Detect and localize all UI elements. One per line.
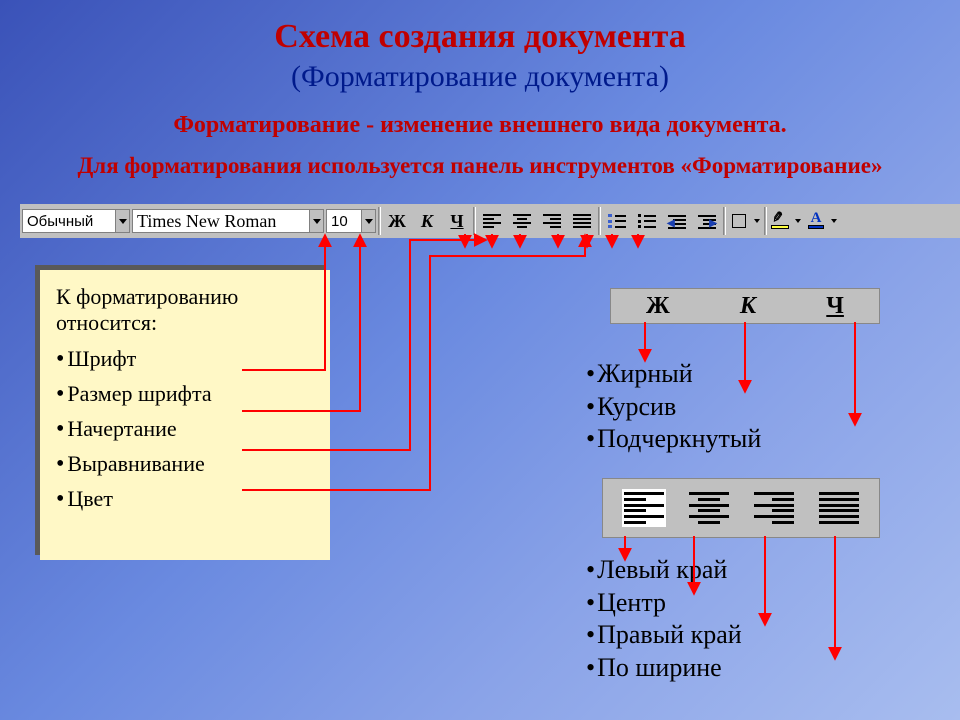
decrease-indent-icon: ◀: [668, 214, 686, 228]
info-item-size: Размер шрифта: [56, 381, 314, 408]
align-right-button[interactable]: [538, 207, 566, 235]
info-item-align: Выравнивание: [56, 451, 314, 478]
label-underline: Подчеркнутый: [586, 423, 761, 456]
info-item-font: Шрифт: [56, 346, 314, 373]
align-left-big-icon: [622, 489, 666, 527]
bold-glyph-big: Ж: [646, 293, 670, 320]
info-panel: К форматированию относится: Шрифт Размер…: [40, 270, 330, 560]
borders-icon: [732, 214, 746, 228]
align-justify-big-icon: [817, 489, 861, 527]
font-color-icon: А: [811, 213, 822, 223]
font-combo-value: Times New Roman: [133, 211, 309, 232]
align-center-button[interactable]: [508, 207, 536, 235]
toolbar-separator: [473, 207, 476, 235]
borders-button[interactable]: [728, 207, 750, 235]
toolbar-separator: [723, 207, 726, 235]
align-labels-list: Левый край Центр Правый край По ширине: [586, 554, 742, 684]
font-color-dropdown[interactable]: [829, 207, 839, 235]
align-justify-icon: [573, 214, 591, 228]
chevron-down-icon: [309, 210, 323, 232]
label-align-left: Левый край: [586, 554, 742, 587]
toolbar-separator: [764, 207, 767, 235]
label-align-center: Центр: [586, 587, 742, 620]
label-italic: Курсив: [586, 391, 761, 424]
formatting-info-box: К форматированию относится: Шрифт Размер…: [40, 270, 330, 560]
toolbar-separator: [378, 207, 381, 235]
italic-button[interactable]: К: [413, 207, 441, 235]
info-list: Шрифт Размер шрифта Начертание Выравнива…: [56, 346, 314, 513]
align-left-icon: [483, 214, 501, 228]
styling-zoom-panel: Ж К Ч: [610, 288, 880, 324]
italic-glyph-big: К: [740, 293, 756, 320]
label-align-right: Правый край: [586, 619, 742, 652]
page-title: Схема создания документа: [0, 0, 960, 56]
underline-glyph-big: Ч: [826, 293, 844, 320]
bulleted-list-icon: [638, 214, 656, 228]
align-justify-button[interactable]: [568, 207, 596, 235]
numbered-list-icon: [608, 214, 626, 228]
info-header: К форматированию относится:: [56, 284, 314, 336]
formatting-toolbar: Обычный Times New Roman 10 Ж К Ч: [20, 204, 960, 238]
alignment-zoom-panel: [602, 478, 880, 538]
borders-dropdown[interactable]: [752, 207, 762, 235]
increase-indent-icon: ▶: [698, 214, 716, 228]
label-align-justify: По ширине: [586, 652, 742, 685]
fontsize-combo[interactable]: 10: [326, 209, 376, 233]
label-bold: Жирный: [586, 358, 761, 391]
description-line-1: Форматирование - изменение внешнего вида…: [0, 112, 960, 139]
align-center-icon: [513, 214, 531, 228]
align-right-big-icon: [752, 489, 796, 527]
font-color-swatch: [808, 225, 824, 229]
font-color-button[interactable]: А: [805, 207, 827, 235]
font-combo[interactable]: Times New Roman: [132, 209, 324, 233]
underline-button[interactable]: Ч: [443, 207, 471, 235]
style-labels-list: Жирный Курсив Подчеркнутый: [586, 358, 761, 456]
highlight-icon: [771, 213, 789, 229]
align-left-button[interactable]: [478, 207, 506, 235]
decrease-indent-button[interactable]: ◀: [663, 207, 691, 235]
bulleted-list-button[interactable]: [633, 207, 661, 235]
style-combo[interactable]: Обычный: [22, 209, 130, 233]
info-item-color: Цвет: [56, 486, 314, 513]
numbered-list-button[interactable]: [603, 207, 631, 235]
increase-indent-button[interactable]: ▶: [693, 207, 721, 235]
align-right-icon: [543, 214, 561, 228]
info-item-style: Начертание: [56, 416, 314, 443]
chevron-down-icon: [361, 210, 375, 232]
fontsize-combo-value: 10: [327, 213, 361, 230]
toolbar-separator: [598, 207, 601, 235]
chevron-down-icon: [115, 210, 129, 232]
bold-button[interactable]: Ж: [383, 207, 411, 235]
style-combo-value: Обычный: [23, 213, 115, 230]
align-center-big-icon: [687, 489, 731, 527]
page-subtitle: (Форматирование документа): [0, 60, 960, 94]
highlight-button[interactable]: [769, 207, 791, 235]
highlight-dropdown[interactable]: [793, 207, 803, 235]
description-line-2: Для форматирования используется панель и…: [0, 153, 960, 179]
